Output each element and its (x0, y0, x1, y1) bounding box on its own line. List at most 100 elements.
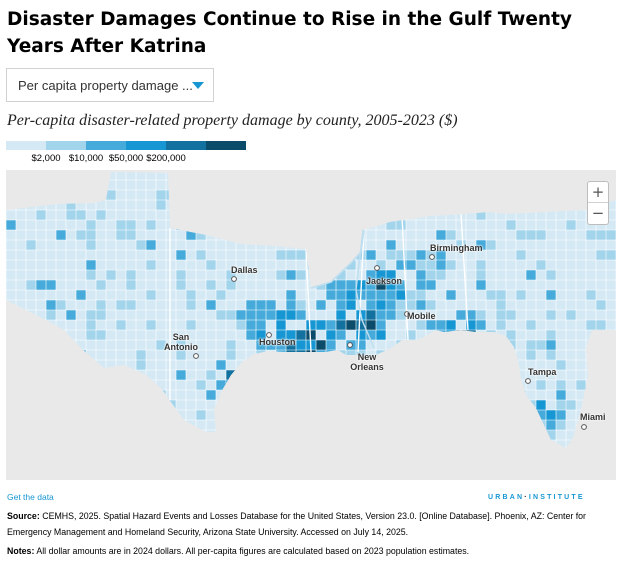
county-cell[interactable] (576, 190, 586, 200)
county-cell[interactable] (366, 200, 376, 210)
county-cell[interactable] (6, 190, 16, 200)
county-cell[interactable] (36, 410, 46, 420)
county-cell[interactable] (306, 200, 316, 210)
county-cell[interactable] (286, 300, 296, 310)
county-cell[interactable] (326, 460, 336, 470)
county-cell[interactable] (326, 250, 336, 260)
county-cell[interactable] (36, 210, 46, 220)
county-cell[interactable] (496, 430, 506, 440)
county-cell[interactable] (156, 390, 166, 400)
county-cell[interactable] (576, 380, 586, 390)
county-cell[interactable] (536, 400, 546, 410)
county-cell[interactable] (396, 310, 406, 320)
county-cell[interactable] (566, 220, 576, 230)
county-cell[interactable] (246, 450, 256, 460)
county-cell[interactable] (506, 410, 516, 420)
county-cell[interactable] (556, 450, 566, 460)
county-cell[interactable] (266, 230, 276, 240)
county-cell[interactable] (246, 300, 256, 310)
county-cell[interactable] (316, 350, 326, 360)
county-cell[interactable] (346, 260, 356, 270)
county-cell[interactable] (546, 410, 556, 420)
county-cell[interactable] (296, 310, 306, 320)
county-cell[interactable] (376, 210, 386, 220)
county-cell[interactable] (426, 300, 436, 310)
county-cell[interactable] (76, 460, 86, 470)
county-cell[interactable] (606, 370, 616, 380)
county-cell[interactable] (586, 460, 596, 470)
county-cell[interactable] (286, 370, 296, 380)
county-cell[interactable] (396, 380, 406, 390)
county-cell[interactable] (136, 360, 146, 370)
choropleth-map[interactable] (6, 170, 616, 480)
county-cell[interactable] (336, 180, 346, 190)
county-cell[interactable] (216, 290, 226, 300)
county-cell[interactable] (276, 330, 286, 340)
county-cell[interactable] (326, 290, 336, 300)
county-cell[interactable] (216, 190, 226, 200)
county-cell[interactable] (366, 250, 376, 260)
county-cell[interactable] (6, 170, 16, 180)
county-cell[interactable] (336, 350, 346, 360)
county-cell[interactable] (386, 410, 396, 420)
county-cell[interactable] (276, 250, 286, 260)
county-cell[interactable] (226, 440, 236, 450)
county-cell[interactable] (296, 360, 306, 370)
county-cell[interactable] (246, 320, 256, 330)
county-cell[interactable] (576, 180, 586, 190)
county-cell[interactable] (246, 330, 256, 340)
county-cell[interactable] (206, 280, 216, 290)
county-cell[interactable] (396, 340, 406, 350)
county-cell[interactable] (116, 320, 126, 330)
county-cell[interactable] (346, 320, 356, 330)
county-cell[interactable] (336, 290, 346, 300)
county-cell[interactable] (516, 290, 526, 300)
county-cell[interactable] (596, 230, 606, 240)
county-cell[interactable] (376, 400, 386, 410)
county-cell[interactable] (436, 330, 446, 340)
county-cell[interactable] (376, 290, 386, 300)
county-cell[interactable] (286, 220, 296, 230)
county-cell[interactable] (426, 170, 436, 180)
county-cell[interactable] (146, 440, 156, 450)
county-cell[interactable] (126, 450, 136, 460)
county-cell[interactable] (26, 280, 36, 290)
county-cell[interactable] (526, 270, 536, 280)
county-cell[interactable] (156, 400, 166, 410)
county-cell[interactable] (506, 220, 516, 230)
county-cell[interactable] (316, 380, 326, 390)
county-cell[interactable] (516, 230, 526, 240)
county-cell[interactable] (346, 450, 356, 460)
county-cell[interactable] (396, 260, 406, 270)
county-cell[interactable] (376, 310, 386, 320)
county-cell[interactable] (396, 350, 406, 360)
county-cell[interactable] (496, 170, 506, 180)
county-cell[interactable] (146, 290, 156, 300)
county-cell[interactable] (306, 450, 316, 460)
county-cell[interactable] (476, 450, 486, 460)
county-cell[interactable] (406, 460, 416, 470)
county-cell[interactable] (46, 340, 56, 350)
county-cell[interactable] (396, 280, 406, 290)
county-cell[interactable] (26, 400, 36, 410)
county-cell[interactable] (546, 310, 556, 320)
county-cell[interactable] (146, 260, 156, 270)
county-cell[interactable] (286, 350, 296, 360)
county-cell[interactable] (256, 340, 266, 350)
county-cell[interactable] (486, 440, 496, 450)
county-cell[interactable] (226, 380, 236, 390)
county-cell[interactable] (446, 290, 456, 300)
county-cell[interactable] (256, 420, 266, 430)
county-cell[interactable] (156, 460, 166, 470)
county-cell[interactable] (426, 190, 436, 200)
county-cell[interactable] (206, 390, 216, 400)
county-cell[interactable] (106, 270, 116, 280)
county-cell[interactable] (336, 270, 346, 280)
county-cell[interactable] (126, 300, 136, 310)
county-cell[interactable] (486, 340, 496, 350)
county-cell[interactable] (406, 430, 416, 440)
county-cell[interactable] (126, 230, 136, 240)
county-cell[interactable] (266, 340, 276, 350)
county-cell[interactable] (66, 450, 76, 460)
county-cell[interactable] (276, 310, 286, 320)
